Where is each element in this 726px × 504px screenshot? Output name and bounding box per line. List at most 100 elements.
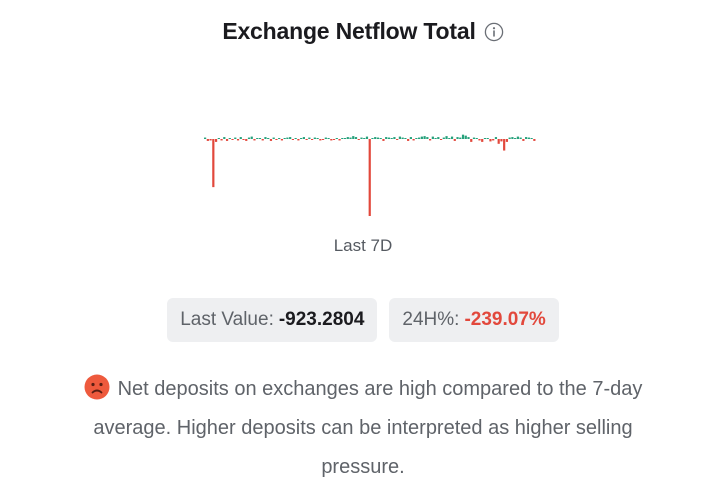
chart-bar bbox=[225, 139, 229, 141]
chart-bar bbox=[412, 139, 415, 141]
chart-bar bbox=[407, 139, 410, 141]
chart-bar bbox=[492, 139, 495, 141]
chart-bar bbox=[236, 139, 240, 141]
chart-bar bbox=[324, 137, 327, 139]
chart-bar bbox=[387, 137, 391, 139]
chart-bar bbox=[346, 137, 349, 139]
chart-bar bbox=[450, 136, 454, 139]
chart-bar bbox=[332, 139, 336, 140]
chart-bar bbox=[442, 137, 445, 139]
chart-bar bbox=[220, 139, 223, 141]
chart-bar bbox=[319, 139, 322, 141]
chart-bar bbox=[514, 138, 517, 139]
chart-bar bbox=[434, 138, 437, 139]
chart-bar bbox=[283, 138, 286, 139]
change-value: -239.07% bbox=[464, 309, 546, 330]
chart-bar bbox=[461, 134, 465, 139]
chart-bar bbox=[305, 139, 308, 140]
chart-bar bbox=[349, 137, 352, 139]
chart-bar bbox=[300, 138, 303, 139]
chart-bar bbox=[368, 139, 371, 216]
chart-bar bbox=[519, 137, 522, 139]
chart-bar bbox=[297, 139, 300, 141]
stats-row: Last Value: -923.2804 24H%: -239.07% bbox=[0, 298, 726, 342]
chart-bar bbox=[291, 139, 294, 140]
chart-bar bbox=[204, 137, 207, 139]
chart-bar bbox=[431, 136, 434, 139]
chart-bar bbox=[428, 139, 432, 141]
chart-bar bbox=[256, 138, 259, 139]
chart-bar bbox=[459, 137, 462, 139]
chart-bar bbox=[206, 139, 209, 141]
change-label: 24H%: bbox=[402, 309, 460, 330]
chart-bar bbox=[245, 139, 248, 141]
chart-bar bbox=[533, 139, 536, 141]
chart-bar bbox=[494, 137, 498, 139]
chart-bar bbox=[289, 137, 292, 139]
chart-bar bbox=[489, 139, 492, 142]
chart-bar bbox=[365, 136, 369, 139]
chart-bar bbox=[481, 139, 484, 142]
chart-bar bbox=[343, 138, 347, 139]
chart-bar bbox=[409, 137, 412, 139]
chart-bar bbox=[505, 139, 509, 142]
chart-bar bbox=[223, 137, 226, 139]
chart-bar bbox=[253, 139, 256, 141]
chart-bar bbox=[464, 135, 467, 139]
chart-bar bbox=[396, 139, 399, 140]
chart-bar bbox=[311, 139, 314, 140]
chart-bar bbox=[313, 137, 316, 139]
chart-bar bbox=[525, 137, 528, 139]
chart-bar bbox=[453, 139, 456, 141]
chart-bar bbox=[379, 138, 382, 139]
chart-bar bbox=[264, 137, 267, 139]
chart-bar bbox=[363, 138, 366, 139]
chart-bar bbox=[418, 137, 421, 139]
chart-bar bbox=[354, 137, 358, 139]
chart-bar bbox=[530, 138, 533, 139]
chart-bar bbox=[234, 137, 237, 139]
message-text: Net deposits on exchanges are high compa… bbox=[93, 378, 643, 478]
chart-bar bbox=[500, 139, 503, 142]
chart-bar bbox=[503, 139, 506, 151]
last-value-pill: Last Value: -923.2804 bbox=[167, 298, 378, 342]
chart-bar bbox=[423, 136, 426, 139]
info-circle-icon[interactable] bbox=[484, 22, 504, 42]
chart-bar bbox=[280, 139, 284, 141]
chart-bar bbox=[272, 137, 275, 139]
chart-bar bbox=[522, 139, 525, 141]
chart-bar bbox=[214, 139, 218, 142]
chart-bar bbox=[217, 138, 220, 139]
change-pill: 24H%: -239.07% bbox=[389, 298, 559, 342]
chart-bar bbox=[327, 138, 330, 139]
chart-bar bbox=[467, 137, 470, 139]
chart-bar bbox=[456, 137, 459, 139]
chart-bar bbox=[404, 138, 407, 139]
chart-bar bbox=[360, 137, 363, 139]
chart-bar bbox=[258, 138, 262, 139]
chart-bar bbox=[278, 138, 281, 139]
chart-bar bbox=[382, 139, 385, 141]
chart-bar bbox=[426, 137, 429, 139]
chart-bar bbox=[308, 137, 311, 139]
chart-bar bbox=[374, 137, 377, 139]
chart-bar bbox=[209, 139, 212, 141]
chart-bar bbox=[390, 138, 393, 139]
chart-bar bbox=[330, 139, 333, 141]
chart-bar bbox=[398, 136, 402, 139]
chart-bar bbox=[470, 139, 473, 142]
period-label: Last 7D bbox=[333, 236, 393, 255]
chart-bar bbox=[212, 139, 215, 188]
sentiment-message: Net deposits on exchanges are high compa… bbox=[60, 370, 666, 487]
chart-bar bbox=[497, 139, 500, 144]
chart-bar bbox=[228, 138, 231, 139]
chart-bar bbox=[385, 137, 388, 139]
chart-bar bbox=[475, 138, 478, 139]
chart-bar bbox=[231, 139, 234, 140]
chart-bar bbox=[335, 138, 338, 139]
chart-bar bbox=[448, 138, 451, 139]
last-value: -923.2804 bbox=[278, 309, 365, 330]
chart-bar bbox=[269, 139, 273, 141]
chart-title: Exchange Netflow Total bbox=[222, 18, 476, 44]
chart-bar bbox=[357, 139, 360, 140]
